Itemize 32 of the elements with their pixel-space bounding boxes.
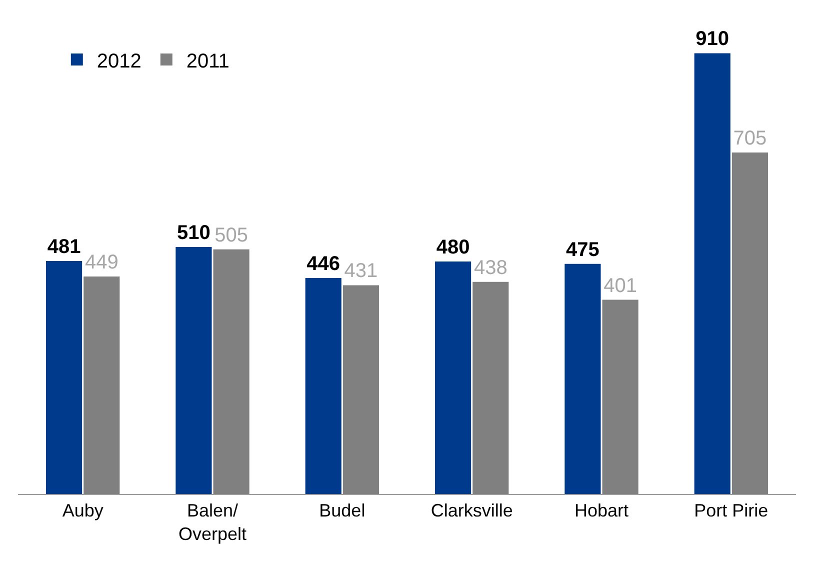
x-tick-label: Port Pirie (694, 500, 768, 521)
bar (602, 300, 638, 494)
bar (694, 53, 730, 494)
bar (305, 278, 342, 494)
bar (434, 262, 472, 494)
bar (472, 282, 509, 494)
bar (732, 152, 768, 494)
data-label: 401 (604, 274, 637, 297)
data-label: 480 (436, 236, 470, 258)
bar (176, 246, 212, 494)
x-tick-label: Balen/Overpelt (178, 500, 247, 544)
x-tick-label: Budel (319, 500, 366, 521)
bar (46, 261, 82, 494)
legend-label: 2012 (96, 50, 142, 72)
data-label: 446 (306, 252, 340, 275)
bar (84, 276, 120, 494)
data-label: 438 (474, 256, 508, 279)
data-label: 481 (47, 236, 81, 258)
data-label: 510 (177, 222, 210, 244)
data-label: 449 (84, 252, 118, 274)
bar (213, 249, 250, 494)
legend-label: 2011 (186, 50, 230, 72)
bar (342, 285, 380, 494)
x-tick-label: Hobart (574, 500, 629, 521)
data-label: 505 (214, 224, 248, 246)
data-label: 910 (696, 28, 730, 50)
data-label: 431 (344, 260, 378, 282)
data-label: 475 (566, 238, 600, 261)
x-tick-label: Clarksville (430, 500, 513, 521)
bar (564, 264, 601, 494)
x-tick-label: Auby (62, 500, 104, 521)
data-label: 705 (733, 128, 767, 150)
